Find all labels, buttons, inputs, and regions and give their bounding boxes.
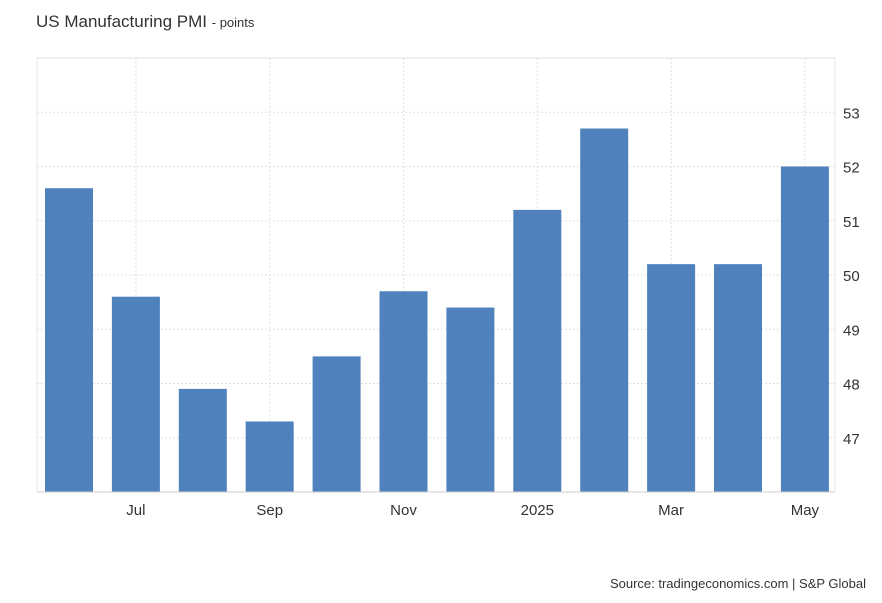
y-tick-label: 50 [843,268,860,285]
bar [245,421,294,492]
y-tick-label: 48 [843,377,860,394]
x-tick-label: May [791,502,820,519]
bar [647,264,696,492]
y-tick-label: 49 [843,322,860,339]
bar [780,166,829,492]
x-tick-label: Mar [658,502,684,519]
title-text: US Manufacturing PMI [36,12,208,31]
bar [446,307,495,492]
bar [111,296,160,492]
y-tick-label: 52 [843,160,860,177]
bar [45,188,93,492]
bar [312,356,361,492]
bar [513,209,562,492]
unit-label: - points [211,15,255,30]
x-tick-label: Nov [390,502,417,519]
bar [379,291,428,492]
x-tick-label: Sep [256,502,283,519]
bar [714,264,762,492]
bar [178,388,227,492]
y-tick-label: 47 [843,431,860,448]
chart-title: US Manufacturing PMI - points [36,12,254,32]
x-tick-label: Jul [126,502,145,519]
y-tick-label: 53 [843,105,860,122]
y-tick-label: 51 [843,214,860,231]
bar [580,128,629,492]
source-label: Source: tradingeconomics.com | S&P Globa… [609,576,866,591]
x-tick-label: 2025 [521,502,554,519]
